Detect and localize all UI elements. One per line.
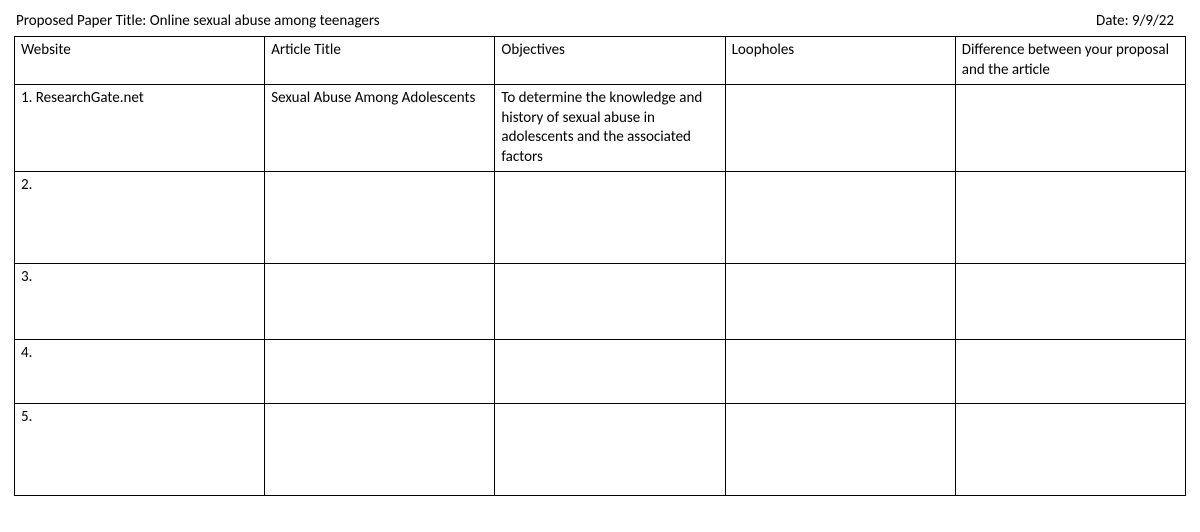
table-header-row: Website Article Title Objectives Loophol… [15,37,1186,85]
cell-website: 1. ResearchGate.net [15,85,265,172]
cell-difference [955,264,1185,340]
date-prefix: Date: [1096,12,1132,30]
header-row: Proposed Paper Title: Online sexual abus… [14,12,1186,30]
cell-loopholes [725,340,955,404]
table-row: 2. [15,172,1186,264]
cell-article-title [265,404,495,496]
cell-objectives: To determine the knowledge and history o… [495,85,725,172]
cell-article-title: Sexual Abuse Among Adolescents [265,85,495,172]
cell-loopholes [725,404,955,496]
cell-objectives [495,404,725,496]
table-row: 3. [15,264,1186,340]
col-header-loopholes: Loopholes [725,37,955,85]
cell-objectives [495,340,725,404]
cell-difference [955,340,1185,404]
header-date: Date: 9/9/22 [1096,12,1184,30]
cell-article-title [265,172,495,264]
cell-difference [955,85,1185,172]
proposed-paper-title: Proposed Paper Title: Online sexual abus… [16,12,380,30]
cell-website: 4. [15,340,265,404]
title-prefix: Proposed Paper Title: [16,12,150,30]
table-row: 1. ResearchGate.net Sexual Abuse Among A… [15,85,1186,172]
cell-loopholes [725,264,955,340]
table-row: 5. [15,404,1186,496]
literature-review-table: Website Article Title Objectives Loophol… [14,36,1186,496]
cell-article-title [265,264,495,340]
cell-difference [955,404,1185,496]
cell-website: 5. [15,404,265,496]
col-header-article-title: Article Title [265,37,495,85]
cell-objectives [495,172,725,264]
cell-website: 3. [15,264,265,340]
cell-article-title [265,340,495,404]
table-row: 4. [15,340,1186,404]
col-header-website: Website [15,37,265,85]
date-text: 9/9/22 [1132,12,1174,30]
cell-loopholes [725,85,955,172]
title-text: Online sexual abuse among teenagers [150,12,380,30]
cell-difference [955,172,1185,264]
col-header-objectives: Objectives [495,37,725,85]
cell-objectives [495,264,725,340]
cell-loopholes [725,172,955,264]
cell-website: 2. [15,172,265,264]
col-header-difference: Difference between your proposal and the… [955,37,1185,85]
